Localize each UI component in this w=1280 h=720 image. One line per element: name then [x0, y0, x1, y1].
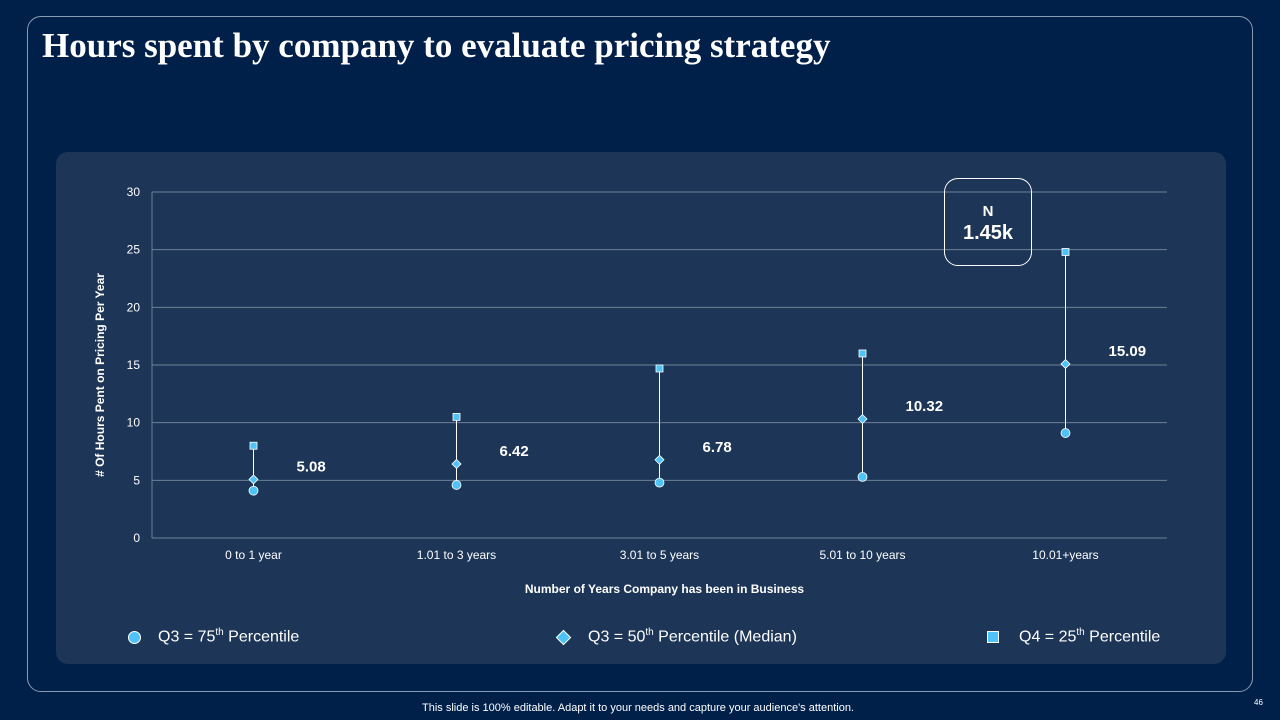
footer-note: This slide is 100% editable. Adapt it to…	[422, 702, 854, 714]
diamond-marker-icon	[555, 629, 572, 645]
legend-label-25th: Q4 = 25th Percentile	[1019, 627, 1161, 646]
median-point	[654, 454, 665, 465]
median-point	[857, 413, 868, 425]
y-tick-label: 30	[127, 185, 141, 199]
median-data-label: 15.09	[1109, 343, 1147, 360]
slide-frame	[27, 16, 1253, 692]
y-tick-label: 20	[127, 300, 141, 314]
q75-point	[248, 485, 259, 496]
median-data-label: 10.32	[906, 398, 944, 415]
x-tick-label: 0 to 1 year	[225, 548, 282, 562]
page-title: Hours spent by company to evaluate prici…	[42, 26, 831, 65]
q25-point	[858, 349, 867, 358]
q75-point	[451, 480, 462, 490]
sample-size-label: N	[982, 203, 994, 220]
median-point	[248, 474, 259, 485]
median-data-label: 5.08	[297, 458, 326, 475]
q75-point	[1060, 428, 1071, 438]
q25-point	[655, 364, 664, 373]
q25-point	[249, 441, 258, 450]
median-point	[1060, 358, 1071, 370]
legend-item-75th: Q3 = 75th Percentile	[128, 627, 299, 647]
x-axis-title: Number of Years Company has been in Busi…	[525, 582, 805, 596]
sample-size-box: N 1.45k	[944, 178, 1032, 266]
y-tick-label: 25	[127, 243, 141, 257]
circle-marker-icon	[128, 630, 141, 644]
x-tick-label: 3.01 to 5 years	[620, 548, 699, 562]
y-axis-title: # Of Hours Pent on Pricing Per Year	[93, 273, 107, 477]
q75-point	[857, 471, 868, 482]
y-tick-label: 5	[133, 473, 140, 487]
median-data-label: 6.42	[500, 443, 529, 460]
legend-item-50th: Q3 = 50th Percentile (Median)	[555, 627, 797, 647]
legend-label-75th: Q3 = 75th Percentile	[158, 627, 300, 646]
square-marker-icon	[987, 631, 999, 643]
sample-size-value: 1.45k	[962, 222, 1014, 244]
x-tick-label: 5.01 to 10 years	[819, 548, 905, 562]
legend-item-25th: Q4 = 25th Percentile	[987, 627, 1160, 647]
y-tick-label: 10	[127, 416, 141, 430]
x-tick-label: 10.01+years	[1032, 548, 1098, 562]
y-tick-label: 15	[127, 358, 141, 372]
median-point	[451, 458, 462, 470]
legend-label-50th: Q3 = 50th Percentile (Median)	[588, 627, 797, 646]
q25-point	[1061, 248, 1070, 256]
q25-point	[452, 412, 461, 421]
q75-point	[654, 477, 665, 488]
page-number: 46	[1254, 698, 1263, 707]
x-tick-label: 1.01 to 3 years	[417, 548, 496, 562]
median-data-label: 6.78	[703, 439, 732, 456]
y-tick-label: 0	[133, 531, 140, 545]
